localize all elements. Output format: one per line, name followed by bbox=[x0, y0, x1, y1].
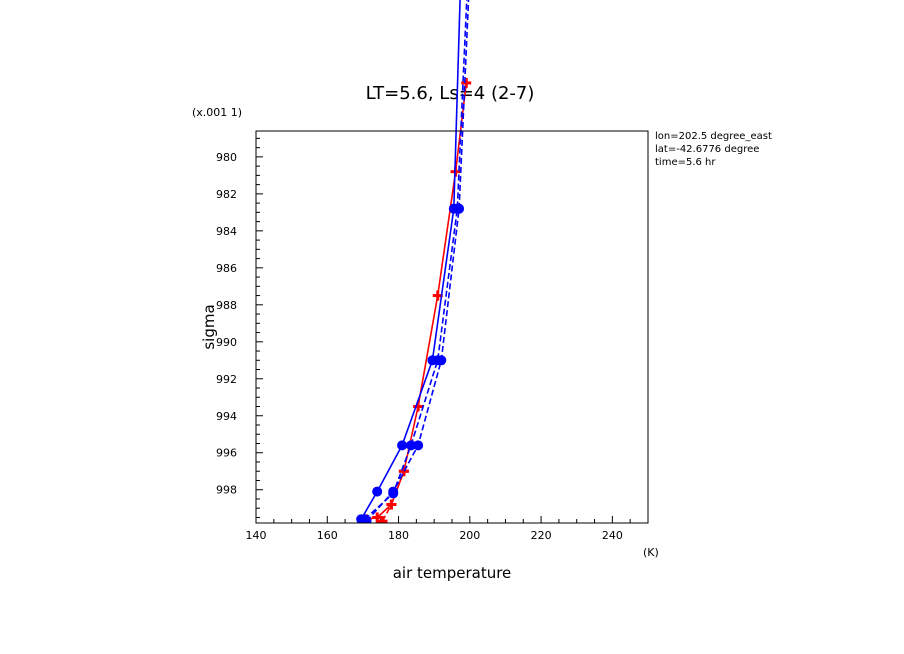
x-tick-label: 240 bbox=[602, 529, 623, 542]
data-point bbox=[397, 440, 408, 451]
series-group bbox=[356, 0, 472, 523]
x-tick-label: 140 bbox=[246, 529, 267, 542]
data-point bbox=[361, 516, 372, 523]
data-point bbox=[436, 355, 447, 366]
data-point bbox=[413, 401, 424, 412]
y-tick-label: 982 bbox=[216, 188, 237, 201]
y-tick-label: 994 bbox=[216, 410, 237, 423]
y-tick-label: 992 bbox=[216, 373, 237, 386]
axes: 140 160 180 200 220 240 980 982 984 986 988 990 992 9… bbox=[216, 137, 649, 542]
data-point bbox=[461, 77, 472, 88]
plot-frame bbox=[255, 130, 649, 524]
x-tick-label: 200 bbox=[459, 529, 480, 542]
annotation-lon: lon=202.5 degree_east bbox=[655, 131, 772, 142]
data-point bbox=[413, 440, 424, 451]
data-point bbox=[372, 512, 383, 523]
chart-title: LT=5.6, Ls=4 (2-7) bbox=[366, 83, 535, 104]
series-line-1 bbox=[366, 82, 468, 521]
x-tick-label: 180 bbox=[388, 529, 409, 542]
y-tick-label: 998 bbox=[216, 484, 237, 497]
series-line-5 bbox=[365, 0, 470, 522]
x-tick-label: 220 bbox=[531, 529, 552, 542]
data-point bbox=[372, 486, 383, 497]
y-tick-label: 988 bbox=[216, 299, 237, 312]
y-tick-label: 980 bbox=[216, 151, 237, 164]
y-axis-label: sigma bbox=[200, 304, 218, 349]
x-axis-label: air temperature bbox=[393, 564, 512, 582]
y-tick-label: 984 bbox=[216, 225, 237, 238]
annotation-lat: lat=-42.6776 degree bbox=[655, 144, 759, 155]
y-scale-label: (x.001 1) bbox=[192, 106, 242, 119]
x-tick-label: 160 bbox=[317, 529, 338, 542]
data-point bbox=[454, 203, 465, 214]
y-tick-label: 996 bbox=[216, 447, 237, 460]
annotation-time: time=5.6 hr bbox=[655, 157, 716, 168]
data-point bbox=[388, 486, 399, 497]
y-tick-label: 990 bbox=[216, 336, 237, 349]
y-tick-label: 986 bbox=[216, 262, 237, 275]
data-point bbox=[398, 466, 409, 477]
x-units-label: (K) bbox=[643, 546, 659, 559]
series-layer bbox=[356, 0, 472, 523]
data-point bbox=[386, 499, 397, 510]
data-point bbox=[377, 516, 388, 523]
series-line-3 bbox=[360, 0, 461, 520]
